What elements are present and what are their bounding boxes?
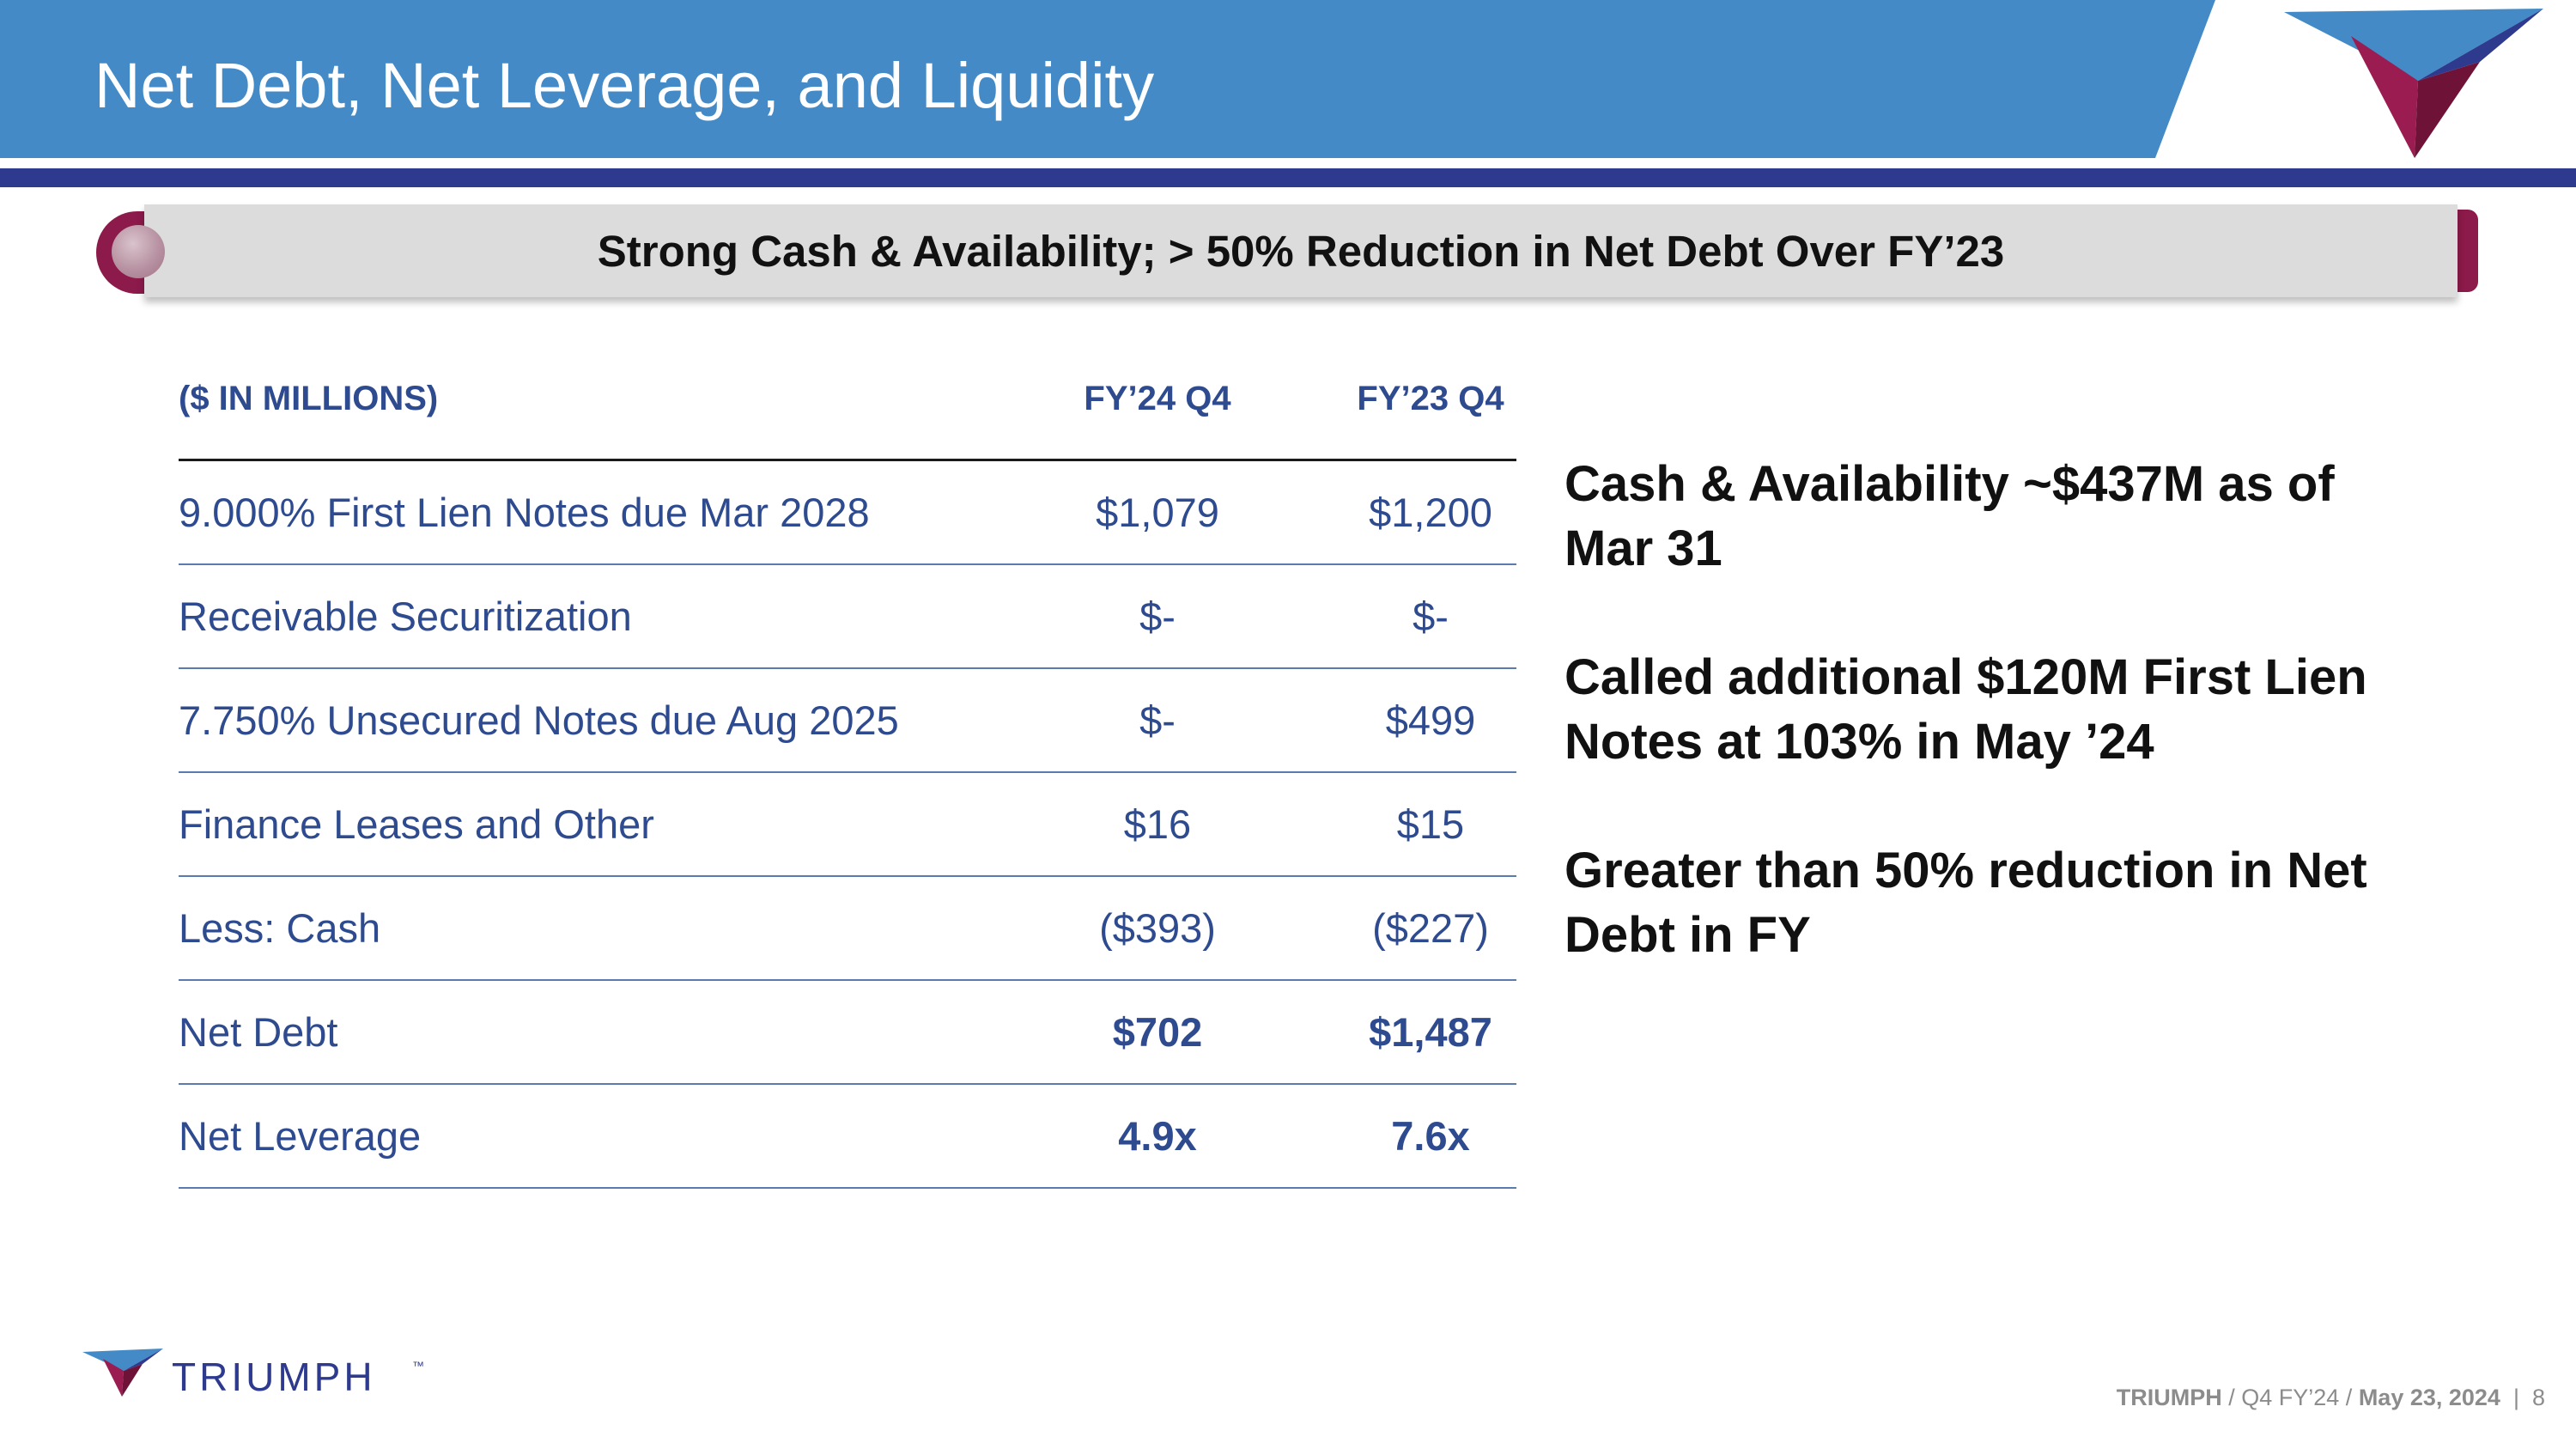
row-fy23: $499 <box>1385 697 1476 743</box>
row-label: Less: Cash <box>179 905 381 951</box>
footer-trademark: ™ <box>412 1359 424 1373</box>
row-label: Net Leverage <box>179 1113 422 1159</box>
highlight-item: Called additional $120M First Lien Notes… <box>1564 649 2367 770</box>
summary-banner: Strong Cash & Availability; > 50% Reduct… <box>144 204 2458 297</box>
table-header: ($ IN MILLIONS) FY’24 Q4 FY’23 Q4 <box>179 361 1516 461</box>
header-fy24: FY’24 Q4 <box>1084 380 1231 417</box>
debt-table: ($ IN MILLIONS) FY’24 Q4 FY’23 Q4 9.000%… <box>179 361 1516 1189</box>
highlight-item: Cash & Availability ~$437M as of Mar 31 <box>1564 456 2335 576</box>
footer-sep: | <box>2500 1385 2532 1410</box>
row-fy24: $702 <box>1112 1009 1203 1055</box>
table-row: 7.750% Unsecured Notes due Aug 2025 $- $… <box>179 669 1516 773</box>
row-label: Finance Leases and Other <box>179 801 654 847</box>
table-row: Finance Leases and Other $16 $15 <box>179 773 1516 877</box>
row-fy24: $- <box>1139 594 1176 639</box>
row-fy23: $1,200 <box>1369 490 1492 535</box>
header-units: ($ IN MILLIONS) <box>179 380 439 417</box>
highlights: Cash & Availability ~$437M as of Mar 31 … <box>1564 452 2423 1032</box>
row-fy24: $1,079 <box>1096 490 1219 535</box>
table-row: 9.000% First Lien Notes due Mar 2028 $1,… <box>179 461 1516 565</box>
highlight-item: Greater than 50% reduction in Net Debt i… <box>1564 843 2367 963</box>
page-number: 8 <box>2531 1385 2545 1410</box>
row-label: Net Debt <box>179 1009 338 1055</box>
table-row-net-leverage: Net Leverage 4.9x 7.6x <box>179 1085 1516 1189</box>
header-divider <box>0 168 2576 187</box>
row-fy24: 4.9x <box>1118 1113 1197 1159</box>
page-title: Net Debt, Net Leverage, and Liquidity <box>94 50 1155 121</box>
footer-brand: TRIUMPH <box>172 1355 376 1399</box>
footer-info: TRIUMPH / Q4 FY’24 / May 23, 2024 | 8 <box>2117 1385 2545 1411</box>
row-fy24: $16 <box>1123 801 1192 847</box>
row-fy23: $1,487 <box>1369 1009 1492 1055</box>
triumph-footer-logo-icon <box>82 1349 163 1397</box>
row-label: Receivable Securitization <box>179 594 632 639</box>
row-fy23: $- <box>1413 594 1449 639</box>
footer-date: May 23, 2024 <box>2358 1385 2500 1410</box>
table-row: Less: Cash ($393) ($227) <box>179 877 1516 981</box>
header-fy23: FY’23 Q4 <box>1357 380 1504 417</box>
row-fy23: $15 <box>1396 801 1465 847</box>
footer-sep: / <box>2221 1385 2242 1410</box>
triumph-logo-mark <box>2284 9 2543 158</box>
table-row: Receivable Securitization $- $- <box>179 565 1516 669</box>
row-label: 9.000% First Lien Notes due Mar 2028 <box>179 490 870 535</box>
row-label: 7.750% Unsecured Notes due Aug 2025 <box>179 697 899 743</box>
footer-sep: / <box>2339 1385 2359 1410</box>
header-band <box>0 0 2215 158</box>
banner-circle-icon <box>112 225 165 278</box>
footer-period: Q4 FY’24 <box>2241 1385 2340 1410</box>
footer-company: TRIUMPH <box>2116 1385 2222 1410</box>
row-fy23: ($227) <box>1372 905 1489 951</box>
banner-text: Strong Cash & Availability; > 50% Reduct… <box>597 226 2005 276</box>
row-fy24: $- <box>1139 697 1176 743</box>
table-row-net-debt: Net Debt $702 $1,487 <box>179 981 1516 1085</box>
row-fy23: 7.6x <box>1391 1113 1470 1159</box>
row-fy24: ($393) <box>1099 905 1216 951</box>
